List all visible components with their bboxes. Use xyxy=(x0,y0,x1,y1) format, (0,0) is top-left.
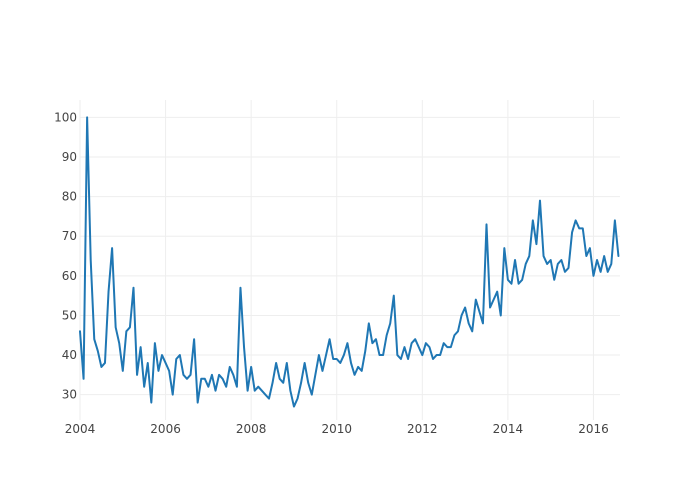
y-tick-label: 60 xyxy=(62,269,77,283)
y-axis: 30 40 50 60 70 80 90 100 xyxy=(54,110,77,401)
series-line-0 xyxy=(79,116,620,408)
x-tick-label: 2014 xyxy=(493,422,524,436)
y-tick-label: 90 xyxy=(62,150,77,164)
x-tick-label: 2010 xyxy=(321,422,352,436)
series-layer xyxy=(79,116,620,408)
x-tick-label: 2006 xyxy=(150,422,181,436)
y-tick-label: 50 xyxy=(62,308,77,322)
grid xyxy=(79,100,620,420)
y-tick-label: 30 xyxy=(62,388,77,402)
x-tick-label: 2012 xyxy=(407,422,438,436)
y-tick-label: 40 xyxy=(62,348,77,362)
x-tick-label: 2008 xyxy=(236,422,267,436)
y-tick-label: 70 xyxy=(62,229,77,243)
x-tick-label: 2016 xyxy=(578,422,609,436)
y-tick-label: 80 xyxy=(62,190,77,204)
x-axis: 2004 2006 2008 2010 2012 2014 2016 xyxy=(65,422,609,436)
x-tick-label: 2004 xyxy=(65,422,96,436)
y-tick-label: 100 xyxy=(54,110,77,124)
